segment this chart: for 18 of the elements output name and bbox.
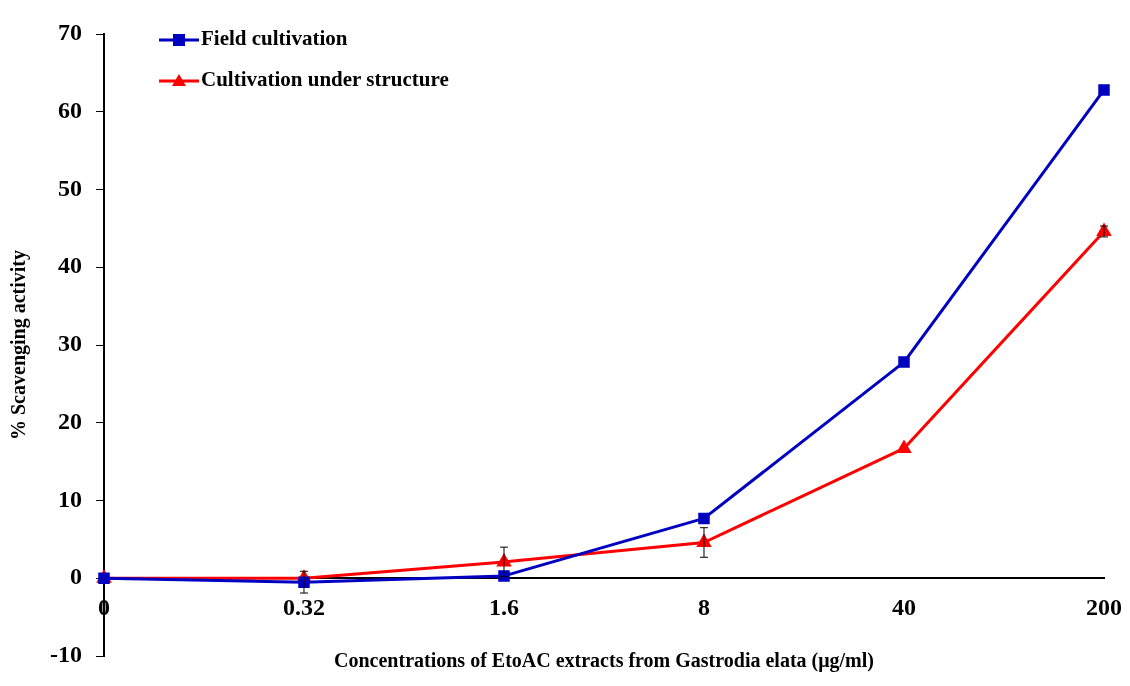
legend-label: Field cultivation <box>200 26 348 51</box>
y-tick-label: 60 <box>57 96 82 123</box>
y-axis-title: % Scavenging activity <box>7 250 31 440</box>
y-tick-label: 30 <box>57 330 82 357</box>
x-tick-label: 0.32 <box>282 593 325 620</box>
y-tick-label: 70 <box>57 19 82 46</box>
x-tick-label: 40 <box>892 593 916 620</box>
y-tick-label: 50 <box>57 174 82 201</box>
x-tick-label: 1.6 <box>489 593 519 620</box>
x-tick-label: 8 <box>698 593 710 620</box>
y-tick-label: 40 <box>57 252 82 279</box>
y-tick-label: 10 <box>57 485 82 512</box>
y-tick-label: 20 <box>57 407 82 434</box>
y-tick-label: -10 <box>49 641 82 668</box>
y-tick-label: 0 <box>69 563 82 590</box>
legend-label: Cultivation under structure <box>200 67 449 92</box>
x-tick-label: 200 <box>1086 593 1122 620</box>
x-axis-title: Concentrations of EtoAC extracts from Gastrodia elata (μg/ml) <box>334 649 874 673</box>
